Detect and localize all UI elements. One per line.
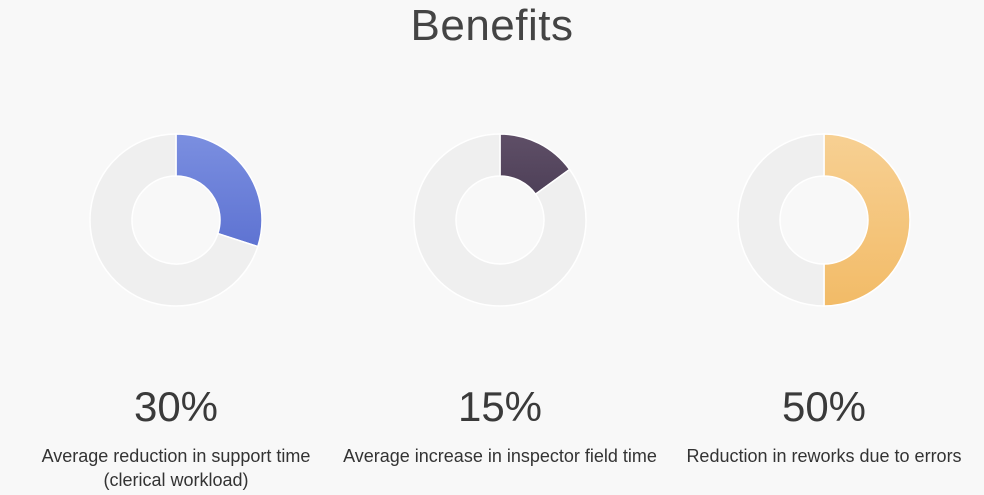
donut-chart-3 xyxy=(737,133,911,307)
benefit-1-description: Average reduction in support time (cleri… xyxy=(41,446,311,490)
benefit-2-description: Average increase in inspector field time xyxy=(343,446,657,466)
benefit-card-1: 30% Average reduction in support time (c… xyxy=(16,130,336,490)
donut-3-value-slice xyxy=(823,133,911,307)
donut-chart-1 xyxy=(89,133,263,307)
benefit-2-percent: 15% xyxy=(457,383,543,430)
donut-1-value-slice xyxy=(175,133,263,248)
benefit-1-percent: 30% xyxy=(133,383,219,430)
benefit-3-description: Reduction in reworks due to errors xyxy=(686,446,962,466)
donut-2-remainder-slice xyxy=(413,133,587,307)
benefit-card-3: 50% Reduction in reworks due to errors xyxy=(664,130,984,466)
donut-chart-2 xyxy=(413,133,587,307)
donut-1-remainder-slice xyxy=(89,133,259,307)
donut-3-remainder-slice xyxy=(737,133,825,307)
page-title: Benefits xyxy=(410,1,574,50)
benefit-card-2: 15% Average increase in inspector field … xyxy=(340,130,660,466)
benefit-3-percent: 50% xyxy=(781,383,867,430)
